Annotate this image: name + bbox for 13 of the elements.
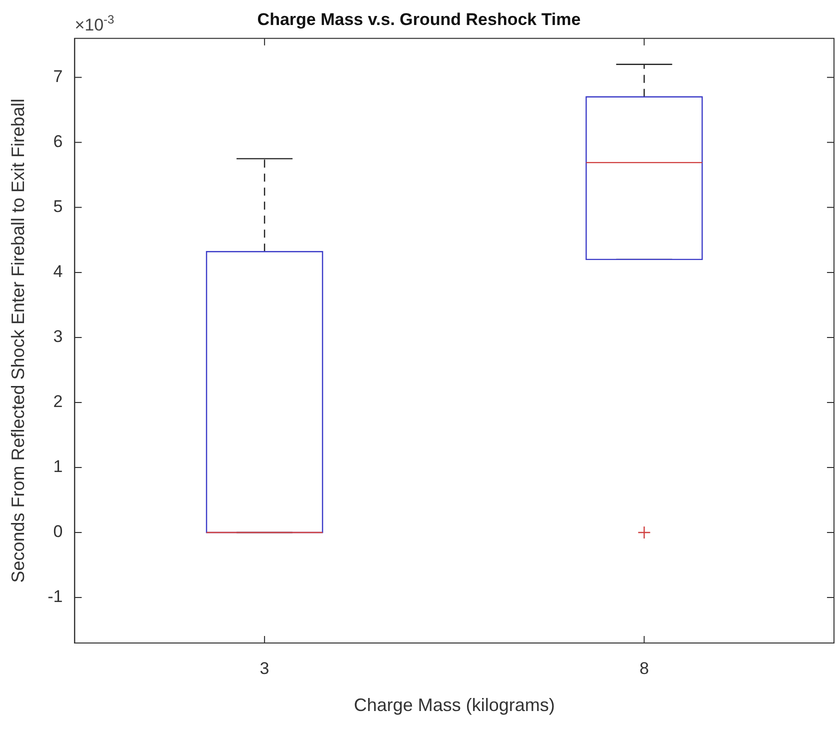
chart-title: Charge Mass v.s. Ground Reshock Time xyxy=(257,10,581,29)
y-tick-label: 4 xyxy=(53,262,63,282)
x-axis-title: Charge Mass (kilograms) xyxy=(354,695,555,716)
y-tick-label: 5 xyxy=(53,197,63,216)
y-tick-label: 7 xyxy=(53,67,63,86)
y-tick-label: 6 xyxy=(53,132,63,152)
x-tick-label: 8 xyxy=(639,658,649,678)
y-tick-label: 0 xyxy=(53,522,63,542)
y-tick-label: 3 xyxy=(53,327,63,346)
y-tick-label: 2 xyxy=(53,392,63,412)
y-axis-title: Seconds From Reflected Shock Enter Fireball to Exit Fireball xyxy=(8,98,28,583)
y-tick-label: -1 xyxy=(48,587,63,606)
y-tick-label: 1 xyxy=(53,457,63,476)
